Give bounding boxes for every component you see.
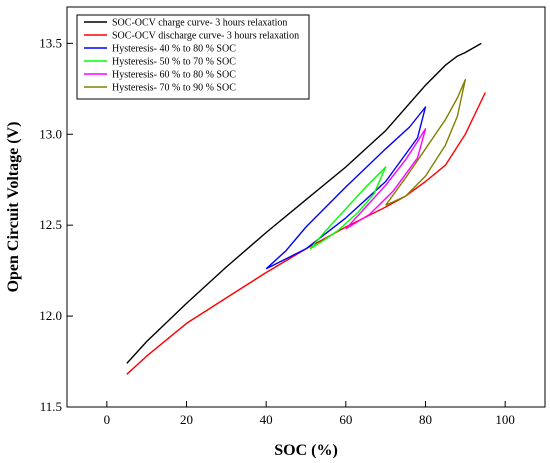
series-line-3 (265, 106, 427, 270)
legend: SOC-OCV charge curve- 3 hours relaxation… (76, 14, 310, 100)
x-axis: 0 20 40 60 80 100 (104, 401, 515, 427)
x-axis-title: SOC (%) (274, 442, 338, 459)
legend-label: Hysteresis- 70 % to 90 % SOC (112, 83, 236, 94)
x-tick-label: 40 (260, 412, 273, 427)
legend-label: Hysteresis- 60 % to 80 % SOC (112, 70, 236, 81)
x-tick-label: 80 (419, 412, 432, 427)
y-tick-label: 12.5 (39, 217, 62, 232)
series-line-1 (126, 42, 482, 364)
legend-label: Hysteresis- 40 % to 80 % SOC (112, 44, 236, 55)
x-tick-label: 0 (104, 412, 111, 427)
x-tick-label: 60 (339, 412, 352, 427)
legend-label: SOC-OCV charge curve- 3 hours relaxation (112, 18, 287, 29)
legend-label: SOC-OCV discharge curve- 3 hours relaxat… (112, 31, 299, 42)
legend-label: Hysteresis- 50 % to 70 % SOC (112, 57, 236, 68)
series-line-6 (385, 78, 466, 206)
x-tick-label: 100 (495, 412, 515, 427)
series-line-4 (309, 166, 387, 250)
plot-frame (66, 6, 546, 408)
y-tick-label: 12.0 (39, 308, 62, 323)
series-line-2 (126, 92, 486, 375)
legend-box (76, 14, 310, 100)
x-tick-label: 20 (180, 412, 193, 427)
series-line-5 (345, 128, 427, 230)
y-axis-title: Open Circuit Voltage (V) (5, 122, 22, 293)
y-tick-label: 11.5 (40, 399, 62, 414)
y-tick-label: 13.0 (39, 126, 62, 141)
series-layer (126, 42, 486, 375)
y-axis: 11.5 12.0 12.5 13.0 13.5 (39, 35, 73, 414)
y-tick-label: 13.5 (39, 35, 62, 50)
